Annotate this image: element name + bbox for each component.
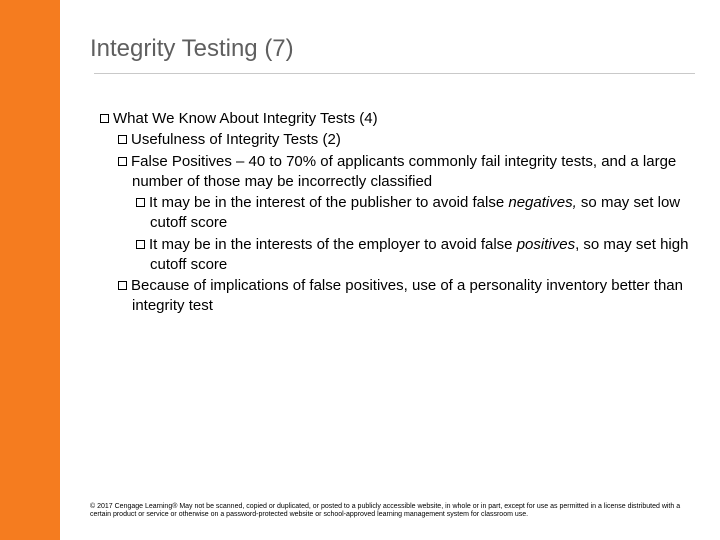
bullet-text: What We Know About Integrity Tests (4) (113, 110, 378, 127)
bullet-text: Because of implications of false positiv… (131, 277, 683, 314)
slide-title: Integrity Testing (7) (90, 35, 695, 63)
checkbox-icon (100, 114, 109, 123)
bullet-text: It may be in the interests of the employ… (149, 236, 517, 253)
slide-body: Integrity Testing (7) What We Know About… (60, 0, 720, 540)
bullet-level1: What We Know About Integrity Tests (4) (100, 109, 695, 129)
checkbox-icon (118, 281, 127, 290)
bullet-text-emphasis: positives (517, 236, 575, 253)
bullet-level3: It may be in the interests of the employ… (136, 235, 695, 276)
bullet-level2: Usefulness of Integrity Tests (2) (118, 130, 695, 150)
bullet-text-emphasis: negatives, (508, 194, 576, 211)
accent-sidebar (0, 0, 60, 540)
bullet-level2: False Positives – 40 to 70% of applicant… (118, 152, 695, 193)
checkbox-icon (118, 135, 127, 144)
checkbox-icon (136, 240, 145, 249)
bullet-text: It may be in the interest of the publish… (149, 194, 508, 211)
title-rule (94, 73, 695, 74)
copyright-notice: © 2017 Cengage Learning® May not be scan… (90, 503, 695, 521)
bullet-text: Usefulness of Integrity Tests (2) (131, 131, 341, 148)
bullet-text: False Positives – 40 to 70% of applicant… (131, 153, 676, 190)
bullet-level2: Because of implications of false positiv… (118, 276, 695, 317)
bullet-level3: It may be in the interest of the publish… (136, 193, 695, 234)
slide-content: What We Know About Integrity Tests (4) U… (90, 109, 695, 317)
checkbox-icon (118, 157, 127, 166)
checkbox-icon (136, 198, 145, 207)
